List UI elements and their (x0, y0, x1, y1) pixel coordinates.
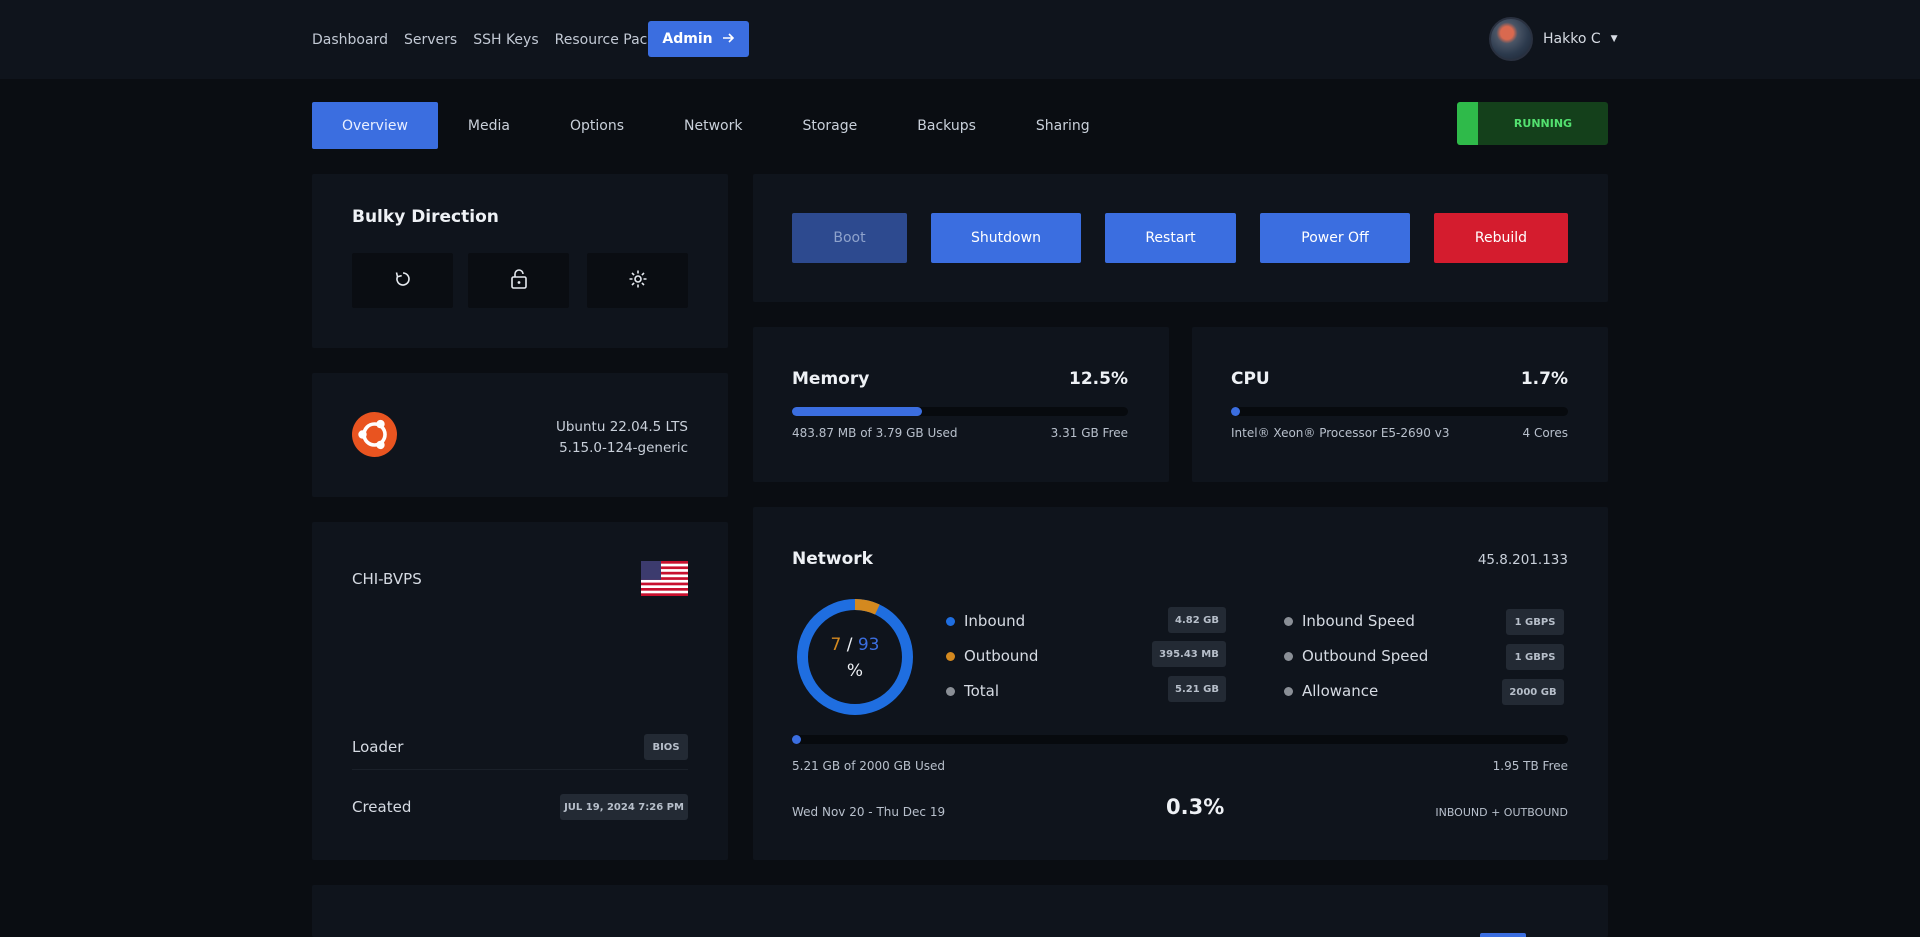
bandwidth-usage-percent: 0.3% (1166, 795, 1225, 819)
inbound-speed-badge: 1 GBPS (1506, 609, 1564, 635)
outbound-label: Outbound (964, 647, 1039, 665)
status-indicator (1457, 102, 1478, 145)
tab-overview[interactable]: Overview (312, 102, 438, 149)
inbound-badge: 4.82 GB (1168, 607, 1226, 633)
memory-progress-fill (792, 407, 922, 416)
cpu-progress-fill (1231, 407, 1240, 416)
outbound-speed-label: Outbound Speed (1302, 647, 1429, 665)
shutdown-button[interactable]: Shutdown (931, 213, 1081, 263)
main-nav: Dashboard Servers SSH Keys Resource Pack… (312, 0, 679, 79)
bottom-card (312, 885, 1608, 937)
tab-options[interactable]: Options (569, 117, 625, 134)
reinstall-icon (394, 270, 412, 292)
nav-servers[interactable]: Servers (403, 31, 458, 48)
traffic-donut: 7 / 93 % (796, 598, 914, 716)
bandwidth-progress (792, 735, 1568, 744)
divider (352, 769, 688, 770)
caret-down-icon: ▼ (1610, 34, 1618, 44)
outbound-dot (946, 652, 955, 661)
allowance-badge: 2000 GB (1502, 679, 1564, 705)
donut-unit: % (846, 661, 864, 681)
lock-icon (510, 268, 528, 293)
billing-period: Wed Nov 20 - Thu Dec 19 (792, 805, 946, 819)
server-tabs: Overview Media Options Network Storage B… (312, 102, 1120, 149)
loader-badge: BIOS (644, 734, 688, 760)
created-label: Created (352, 798, 412, 816)
status-label: RUNNING (1513, 117, 1573, 130)
allowance-label: Allowance (1302, 682, 1379, 700)
outbound-badge: 395.43 MB (1152, 641, 1226, 667)
donut-inbound-value: 93 (857, 635, 880, 655)
avatar (1489, 17, 1533, 61)
donut-separator: / (846, 635, 853, 655)
settings-button[interactable] (587, 253, 688, 308)
restart-button[interactable]: Restart (1105, 213, 1236, 263)
donut-outbound-arc (797, 599, 913, 715)
cpu-title: CPU (1231, 369, 1270, 389)
total-label: Total (964, 682, 1000, 700)
nav-dashboard[interactable]: Dashboard (312, 31, 388, 48)
top-navbar: Dashboard Servers SSH Keys Resource Pack… (0, 0, 1920, 79)
user-menu[interactable]: Hakko C ▼ (1489, 17, 1618, 61)
tab-storage[interactable]: Storage (802, 117, 858, 134)
os-name: Ubuntu 22.04.5 LTS (555, 419, 688, 435)
cpu-card: CPU 1.7% Intel® Xeon® Processor E5-2690 … (1192, 327, 1608, 482)
inbound-dot (946, 617, 955, 626)
boot-button[interactable]: Boot (792, 213, 907, 263)
total-dot (946, 687, 955, 696)
inbound-speed-dot (1284, 617, 1293, 626)
bandwidth-progress-fill (792, 735, 801, 744)
cpu-progress (1231, 407, 1568, 416)
server-name: Bulky Direction (352, 207, 499, 227)
bandwidth-used: 5.21 GB of 2000 GB Used (792, 759, 945, 773)
donut-outbound-value: 7 (830, 635, 842, 655)
allowance-dot (1284, 687, 1293, 696)
memory-free: 3.31 GB Free (1050, 426, 1128, 440)
loader-label: Loader (352, 738, 404, 756)
os-kernel: 5.15.0-124-generic (559, 440, 688, 456)
tab-backups[interactable]: Backups (917, 117, 976, 134)
memory-card: Memory 12.5% 483.87 MB of 3.79 GB Used 3… (753, 327, 1169, 482)
total-badge: 5.21 GB (1168, 676, 1226, 702)
cpu-percent: 1.7% (1520, 369, 1568, 389)
tab-media[interactable]: Media (467, 117, 510, 134)
lock-button[interactable] (468, 253, 569, 308)
os-card: Ubuntu 22.04.5 LTS 5.15.0-124-generic (312, 373, 728, 497)
nav-ssh-keys[interactable]: SSH Keys (473, 31, 539, 48)
user-name: Hakko C (1543, 31, 1601, 47)
reinstall-button[interactable] (352, 253, 453, 308)
network-ip: 45.8.201.133 (1477, 552, 1568, 568)
arrow-right-icon (722, 31, 735, 47)
outbound-speed-dot (1284, 652, 1293, 661)
us-flag-icon (641, 561, 688, 600)
tab-network[interactable]: Network (684, 117, 743, 134)
created-badge: JUL 19, 2024 7:26 PM (560, 794, 688, 820)
status-badge: RUNNING (1457, 102, 1608, 145)
power-off-button[interactable]: Power Off (1260, 213, 1410, 263)
gear-icon (628, 269, 648, 293)
inbound-speed-label: Inbound Speed (1302, 612, 1415, 630)
bottom-card-button[interactable] (1480, 933, 1526, 937)
memory-percent: 12.5% (1069, 369, 1128, 389)
network-title: Network (792, 549, 873, 569)
admin-button[interactable]: Admin (648, 21, 749, 57)
nav-resource-packs[interactable]: Resource Packs (554, 31, 663, 48)
bandwidth-free: 1.95 TB Free (1492, 759, 1568, 773)
donut-inbound-ring (797, 599, 913, 715)
bandwidth-mode: INBOUND + OUTBOUND (1435, 806, 1568, 819)
memory-progress (792, 407, 1128, 416)
tab-sharing[interactable]: Sharing (1035, 117, 1090, 134)
memory-used: 483.87 MB of 3.79 GB Used (792, 426, 958, 440)
rebuild-button[interactable]: Rebuild (1434, 213, 1568, 263)
location-card: CHI-BVPS Loader BIOS Created JUL 19, 202… (312, 522, 728, 860)
inbound-label: Inbound (964, 612, 1026, 630)
network-card: Network 45.8.201.133 7 / 93 % Inbound 4.… (753, 507, 1608, 860)
cpu-model: Intel® Xeon® Processor E5-2690 v3 (1231, 426, 1450, 440)
memory-title: Memory (792, 369, 870, 389)
location-name: CHI-BVPS (352, 570, 422, 588)
cpu-cores: 4 Cores (1522, 426, 1568, 440)
outbound-speed-badge: 1 GBPS (1506, 644, 1564, 670)
ubuntu-logo-icon (352, 412, 397, 461)
admin-label: Admin (662, 31, 713, 47)
